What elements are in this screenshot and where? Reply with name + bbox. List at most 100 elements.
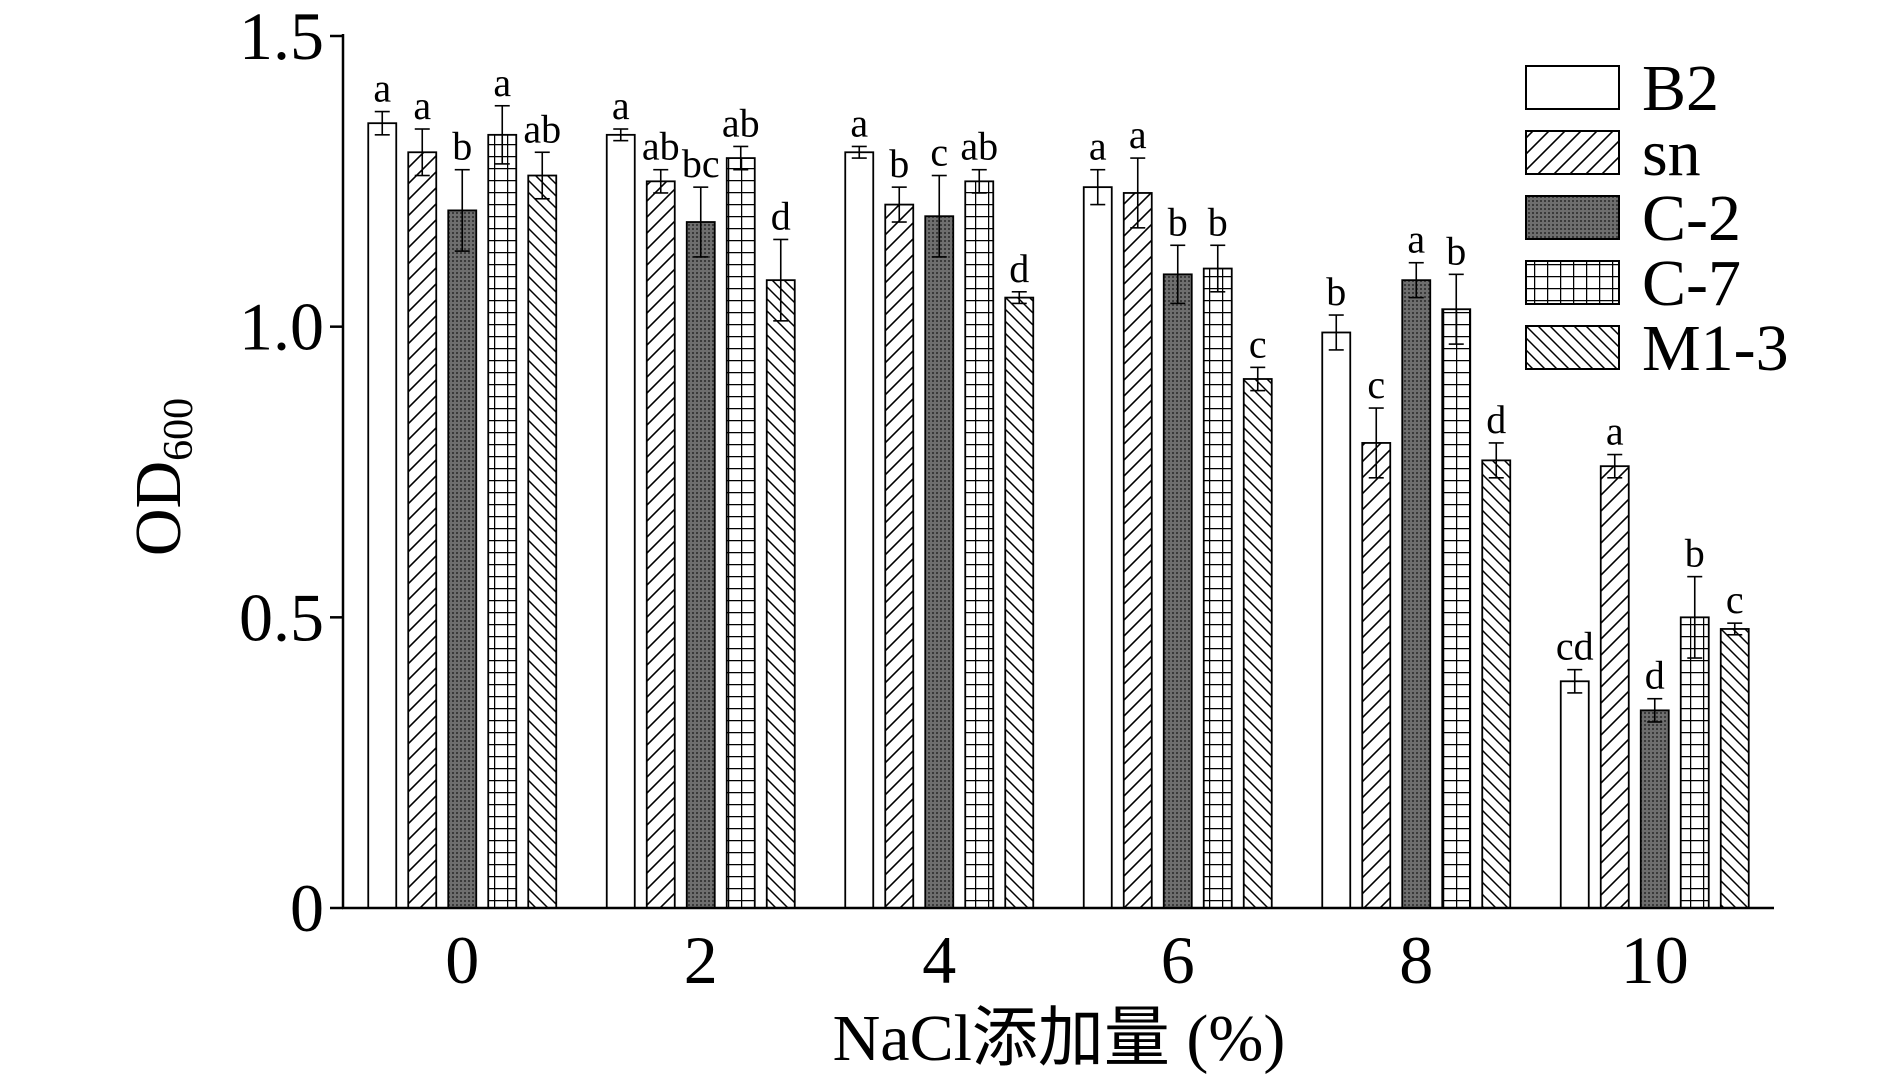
significance-letter-b2-nacl-6: a — [1089, 124, 1107, 169]
error-bar-b2-nacl-6 — [1090, 168, 1106, 206]
error-bars-layer — [374, 104, 1743, 723]
error-bar-b2-nacl-10 — [1567, 668, 1583, 694]
legend-swatch-c-2 — [1525, 195, 1620, 240]
significance-letter-c-2-nacl-10: d — [1645, 653, 1665, 698]
error-bar-m1-3-nacl-8 — [1488, 442, 1504, 479]
x-tick-label: 2 — [684, 922, 718, 998]
legend-swatch-sn — [1525, 130, 1620, 175]
error-bar-m1-3-nacl-0 — [534, 151, 550, 200]
error-bar-sn-nacl-10 — [1607, 453, 1623, 479]
error-bar-sn-nacl-6 — [1130, 157, 1146, 229]
x-tick-label: 4 — [922, 922, 956, 998]
error-bar-b2-nacl-8 — [1328, 314, 1344, 351]
significance-letter-c-7-nacl-6: b — [1208, 199, 1228, 244]
error-bar-sn-nacl-2 — [653, 168, 669, 194]
error-bar-sn-nacl-4 — [891, 186, 907, 223]
bar-c-2-nacl-6 — [1162, 273, 1193, 909]
bar-m1-3-nacl-4 — [1004, 296, 1035, 909]
error-bar-c-7-nacl-10 — [1687, 575, 1703, 659]
y-axis-label-subscript: 600 — [156, 398, 202, 461]
bar-c-7-nacl-10 — [1679, 616, 1710, 909]
significance-letter-sn-nacl-4: b — [889, 141, 909, 186]
error-bar-sn-nacl-8 — [1368, 407, 1384, 479]
legend-item-b2: B2 — [1525, 52, 1719, 125]
significance-letter-sn-nacl-0: a — [413, 83, 431, 128]
legend-label-m1-3: M1-3 — [1642, 312, 1789, 385]
bar-m1-3-nacl-2 — [765, 279, 796, 909]
legend-label-sn: sn — [1642, 117, 1701, 190]
x-axis-label: NaCl添加量 (%) — [833, 1002, 1286, 1075]
bar-sn-nacl-6 — [1122, 192, 1153, 909]
bar-c-2-nacl-2 — [685, 221, 716, 909]
significance-letter-c-7-nacl-8: b — [1446, 228, 1466, 273]
significance-letter-sn-nacl-6: a — [1129, 112, 1147, 157]
legend-swatch-b2 — [1525, 65, 1620, 110]
y-tick-label: 1.5 — [239, 0, 324, 74]
significance-letter-b2-nacl-4: a — [850, 100, 868, 145]
error-bar-c-2-nacl-2 — [693, 186, 709, 258]
bar-b2-nacl-8 — [1321, 331, 1352, 909]
significance-letter-b2-nacl-0: a — [373, 66, 391, 111]
significance-letter-m1-3-nacl-6: c — [1249, 321, 1267, 366]
error-bar-c-2-nacl-6 — [1170, 244, 1186, 305]
error-bar-c-2-nacl-8 — [1408, 261, 1424, 299]
bar-c-7-nacl-0 — [487, 133, 518, 909]
bar-b2-nacl-4 — [844, 151, 875, 909]
x-tick-label: 6 — [1161, 922, 1195, 998]
error-bar-c-7-nacl-4 — [971, 168, 987, 194]
significance-letter-b2-nacl-2: a — [612, 83, 630, 128]
significance-letter-c-2-nacl-0: b — [452, 124, 472, 169]
error-bar-c-7-nacl-0 — [494, 104, 510, 165]
error-bar-c-2-nacl-4 — [931, 174, 947, 258]
bar-c-2-nacl-8 — [1401, 279, 1432, 909]
significance-letter-m1-3-nacl-4: d — [1009, 246, 1029, 291]
error-bar-m1-3-nacl-10 — [1727, 622, 1743, 636]
legend-label-c-7: C-7 — [1642, 247, 1741, 320]
significance-letter-c-2-nacl-6: b — [1168, 199, 1188, 244]
bar-b2-nacl-6 — [1082, 186, 1113, 909]
error-bar-sn-nacl-0 — [414, 128, 430, 177]
bars-layer — [367, 122, 1750, 909]
significance-letter-c-7-nacl-2: ab — [722, 100, 760, 145]
error-bar-c-2-nacl-10 — [1647, 697, 1663, 723]
bar-sn-nacl-0 — [407, 151, 438, 909]
y-axis-label: OD600 — [122, 398, 202, 556]
significance-letter-c-2-nacl-2: bc — [682, 141, 720, 186]
y-tick-label: 1.0 — [239, 289, 324, 365]
significance-letter-c-7-nacl-4: ab — [960, 124, 998, 169]
significance-letter-b2-nacl-10: cd — [1556, 624, 1594, 669]
y-axis-ticks: 0 0.5 1.0 1.5 — [239, 0, 343, 946]
error-bar-c-7-nacl-8 — [1448, 273, 1464, 345]
bar-c-7-nacl-6 — [1202, 267, 1233, 909]
bar-c-7-nacl-4 — [964, 180, 995, 909]
legend-item-m1-3: M1-3 — [1525, 312, 1789, 385]
bar-b2-nacl-10 — [1559, 680, 1590, 909]
legend-swatch-m1-3 — [1525, 325, 1620, 370]
legend: B2 sn C-2 C-7 M1-3 — [1525, 52, 1789, 385]
x-tick-label: 10 — [1621, 922, 1689, 998]
x-tick-label: 0 — [445, 922, 479, 998]
error-bar-b2-nacl-4 — [851, 145, 867, 159]
bar-c-2-nacl-0 — [447, 209, 478, 909]
significance-letter-c-7-nacl-0: a — [493, 60, 511, 105]
bar-m1-3-nacl-0 — [527, 174, 558, 909]
significance-letter-sn-nacl-10: a — [1606, 409, 1624, 454]
error-bar-m1-3-nacl-6 — [1250, 366, 1266, 392]
bar-sn-nacl-10 — [1599, 465, 1630, 909]
significance-letter-c-2-nacl-8: a — [1407, 217, 1425, 262]
x-axis-ticks: 0 2 4 6 8 10 — [445, 922, 1689, 998]
significance-letter-sn-nacl-8: c — [1367, 362, 1385, 407]
bar-m1-3-nacl-6 — [1242, 378, 1273, 909]
legend-item-c-7: C-7 — [1525, 247, 1741, 320]
bar-b2-nacl-2 — [605, 133, 636, 909]
error-bar-m1-3-nacl-4 — [1011, 290, 1027, 305]
significance-letter-m1-3-nacl-2: d — [771, 193, 791, 238]
bar-sn-nacl-2 — [645, 180, 676, 909]
significance-letter-b2-nacl-8: b — [1326, 269, 1346, 314]
y-tick-label: 0 — [290, 870, 324, 946]
significance-letter-m1-3-nacl-8: d — [1486, 397, 1506, 442]
significance-letter-sn-nacl-2: ab — [642, 124, 680, 169]
error-bar-m1-3-nacl-2 — [773, 238, 789, 322]
significance-letter-c-7-nacl-10: b — [1685, 531, 1705, 576]
